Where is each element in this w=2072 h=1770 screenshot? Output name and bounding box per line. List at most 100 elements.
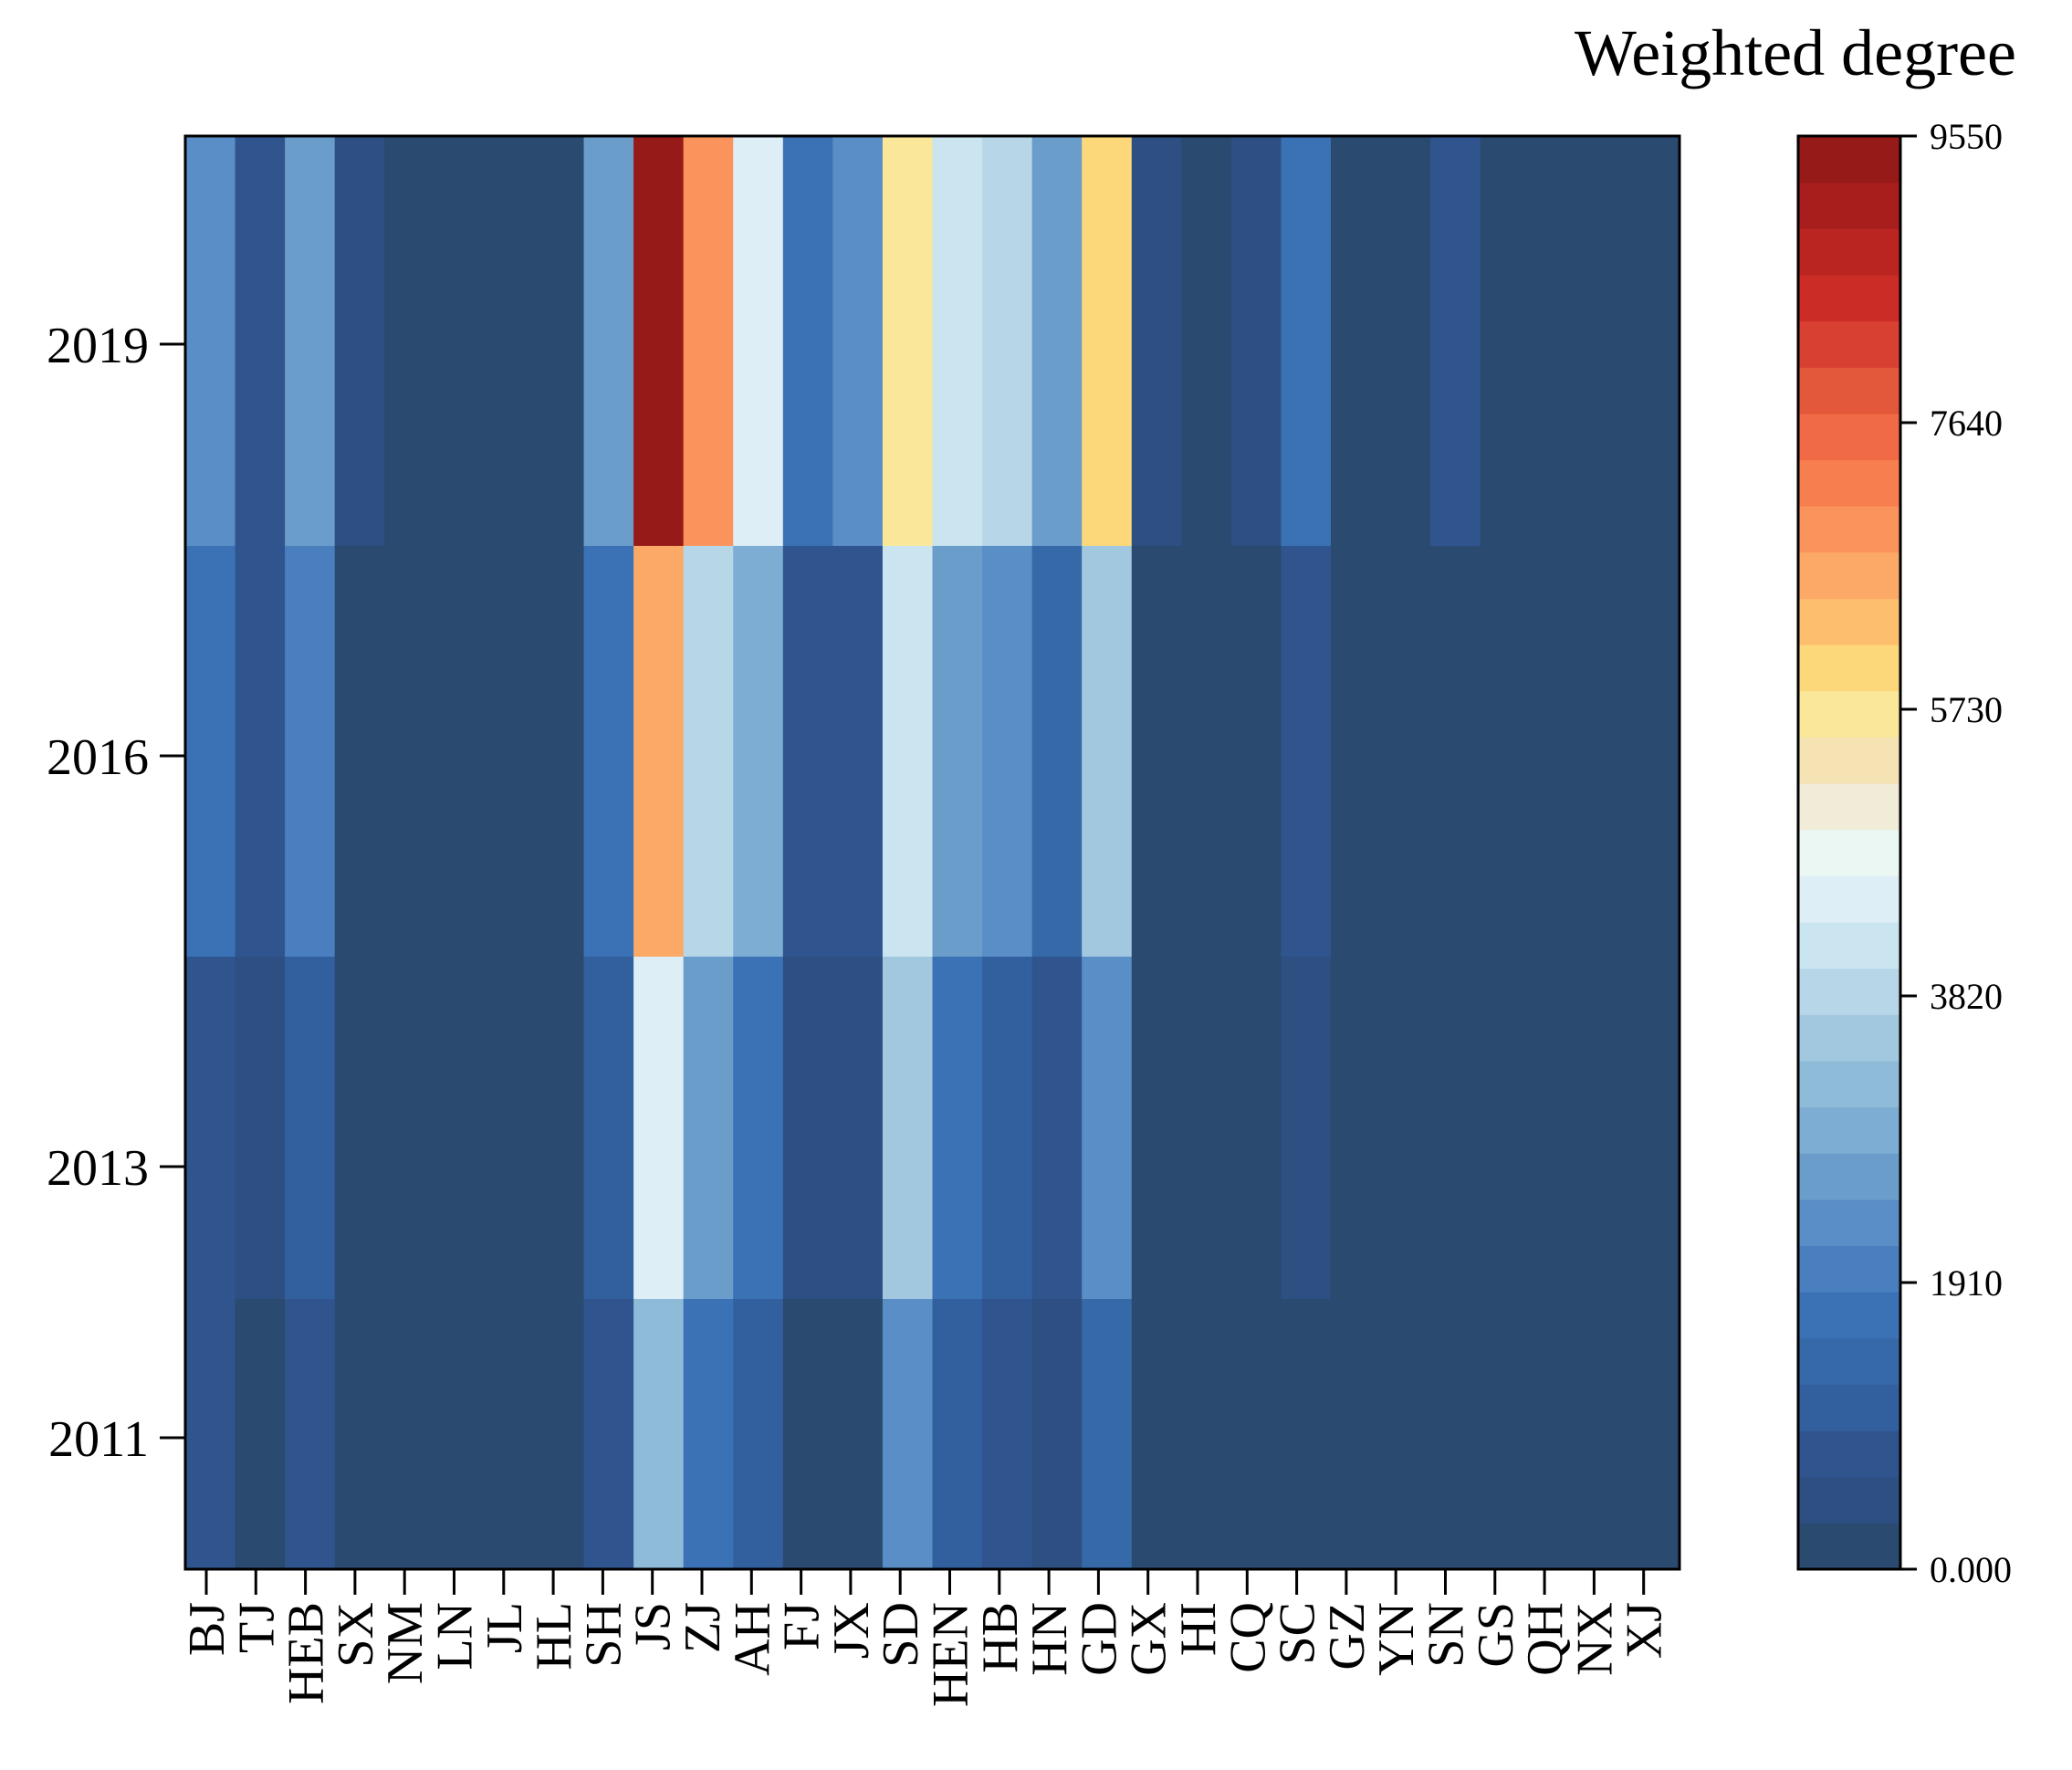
heatmap-cell-2011-JL — [484, 1299, 535, 1570]
x-tick-label-cq: CQ — [1219, 1602, 1276, 1673]
heatmap-cell-2011-SX — [334, 1299, 385, 1570]
heatmap-cell-2019-GD — [1082, 136, 1133, 547]
heatmap-cell-2016-GZ — [1331, 546, 1382, 958]
heatmap-cell-2013-QH — [1530, 957, 1581, 1300]
heatmap-cell-2011-YN — [1380, 1299, 1431, 1570]
heatmap-cell-2019-JL — [484, 136, 535, 547]
colorbar-segment — [1798, 1430, 1900, 1478]
heatmap-cell-2019-BJ — [185, 136, 236, 547]
y-tick-label: 2019 — [47, 318, 149, 374]
heatmap-cell-2013-GX — [1131, 957, 1182, 1300]
heatmap-cell-2013-FJ — [782, 957, 833, 1300]
colorbar-tick-label: 9550 — [1930, 116, 2003, 157]
colorbar-segment — [1798, 1523, 1900, 1570]
heatmap-cell-2011-HL — [533, 1299, 585, 1570]
heatmap-cell-2013-AH — [733, 957, 784, 1300]
heatmap-cell-2016-XJ — [1629, 546, 1680, 958]
heatmap-cell-2011-GX — [1131, 1299, 1182, 1570]
heatmap-cell-2013-YN — [1380, 957, 1431, 1300]
plot-frame — [183, 134, 1681, 1571]
heatmap-cell-2016-TJ — [235, 546, 286, 958]
heatmap-cell-2019-XJ — [1629, 136, 1680, 547]
heatmap-cell-2016-CQ — [1230, 546, 1282, 958]
x-tick-label-yn: YN — [1368, 1602, 1425, 1676]
x-tick-label-fj: FJ — [774, 1602, 831, 1650]
heatmap-cell-2011-AH — [733, 1299, 784, 1570]
heatmap-cell-2019-NX — [1579, 136, 1631, 547]
x-axis: BJTJHEBSXNMLNJLHLSHJSZJAHFJJXSDHENHBHNGD… — [179, 1569, 1673, 1707]
heatmap-cell-2016-HI — [1181, 546, 1232, 958]
colorbar-tick-label: 1910 — [1930, 1262, 2003, 1304]
heatmap-cell-2019-SX — [334, 136, 385, 547]
colorbar: 9550 7640 5730 3820 1910 0.000 — [1796, 116, 2012, 1590]
x-tick-label-sd: SD — [873, 1602, 929, 1668]
heatmap-cell-2016-JX — [832, 546, 884, 958]
heatmap-cell-2013-HEN — [932, 957, 983, 1300]
colorbar-tick-label: 3820 — [1930, 976, 2003, 1017]
heatmap-cell-2013-LN — [434, 957, 485, 1300]
heatmap-cell-2013-CQ — [1230, 957, 1282, 1300]
heatmap-cell-2019-NM — [384, 136, 435, 547]
heatmap-cell-2011-ZJ — [683, 1299, 734, 1570]
heatmap-cell-2011-NX — [1579, 1299, 1631, 1570]
x-tick-label-nx: NX — [1566, 1602, 1623, 1676]
colorbar-segment — [1798, 506, 1900, 553]
heatmap-cell-2013-HI — [1181, 957, 1232, 1300]
y-tick-label: 2016 — [47, 729, 149, 786]
heatmap-cell-2019-SD — [882, 136, 934, 547]
x-tick-label-zj: ZJ — [675, 1602, 731, 1653]
x-tick-label-bj: BJ — [179, 1602, 235, 1656]
heatmap-cell-2013-SH — [583, 957, 634, 1300]
colorbar-segment — [1798, 644, 1900, 692]
heatmap-cell-2013-SX — [334, 957, 385, 1300]
heatmap-cell-2011-SN — [1430, 1299, 1481, 1570]
x-tick-label-nm: NM — [377, 1602, 434, 1684]
x-tick-label-js: JS — [625, 1602, 682, 1650]
heatmap-cell-2011-XJ — [1629, 1299, 1680, 1570]
colorbar-segment — [1798, 1060, 1900, 1108]
heatmap-cell-2011-CQ — [1230, 1299, 1282, 1570]
colorbar-segment — [1798, 182, 1900, 229]
x-tick-label-gz: GZ — [1319, 1602, 1376, 1671]
x-tick-label-gs: GS — [1468, 1602, 1524, 1668]
heatmap-cell-2013-SD — [882, 957, 934, 1300]
heatmap-cell-2011-HEB — [285, 1299, 336, 1570]
colorbar-segment — [1798, 1106, 1900, 1154]
heatmap-cell-2019-QH — [1530, 136, 1581, 547]
colorbar-tick-label: 5730 — [1930, 689, 2003, 730]
colorbar-segment — [1798, 1292, 1900, 1339]
heatmap-cell-2013-NM — [384, 957, 435, 1300]
heatmap-cell-2011-SD — [882, 1299, 934, 1570]
heatmap-cell-2016-SD — [882, 546, 934, 958]
heatmap-cell-2019-HB — [982, 136, 1033, 547]
heatmap-cell-2013-XJ — [1629, 957, 1680, 1300]
heatmap-cell-2019-HL — [533, 136, 585, 547]
heatmap-cell-2019-SC — [1281, 136, 1332, 547]
colorbar-title: Weighted degree — [1575, 16, 2016, 89]
colorbar-segment — [1798, 274, 1900, 322]
heatmap-cell-2019-HEN — [932, 136, 983, 547]
heatmap-cell-2016-JL — [484, 546, 535, 958]
x-tick-label-xj: XJ — [1617, 1602, 1673, 1659]
y-axis: 2019 2016 2013 2011 — [47, 318, 185, 1468]
heatmap-cell-2019-ZJ — [683, 136, 734, 547]
x-tick-label-hi: HI — [1170, 1602, 1227, 1656]
x-tick-label-qh: QH — [1517, 1602, 1574, 1676]
heatmap-cell-2019-SN — [1430, 136, 1481, 547]
colorbar-segment — [1798, 320, 1900, 368]
colorbar-segment — [1798, 1245, 1900, 1293]
heatmap-cell-2011-TJ — [235, 1299, 286, 1570]
heatmap-cell-2019-CQ — [1230, 136, 1282, 547]
heatmap-cell-2016-LN — [434, 546, 485, 958]
heatmap-cell-2019-HI — [1181, 136, 1232, 547]
x-tick-label-sn: SN — [1418, 1602, 1475, 1668]
colorbar-segment — [1798, 551, 1900, 600]
x-tick-label-tj: TJ — [228, 1602, 285, 1653]
heatmap-cell-2016-HEB — [285, 546, 336, 958]
heatmap-cell-2016-HL — [533, 546, 585, 958]
heatmap-cell-2013-SC — [1281, 957, 1332, 1300]
heatmap-cell-2019-AH — [733, 136, 784, 547]
colorbar-segment — [1798, 459, 1900, 507]
heatmap-cell-2019-HN — [1031, 136, 1083, 547]
heatmap-cell-2019-FJ — [782, 136, 833, 547]
